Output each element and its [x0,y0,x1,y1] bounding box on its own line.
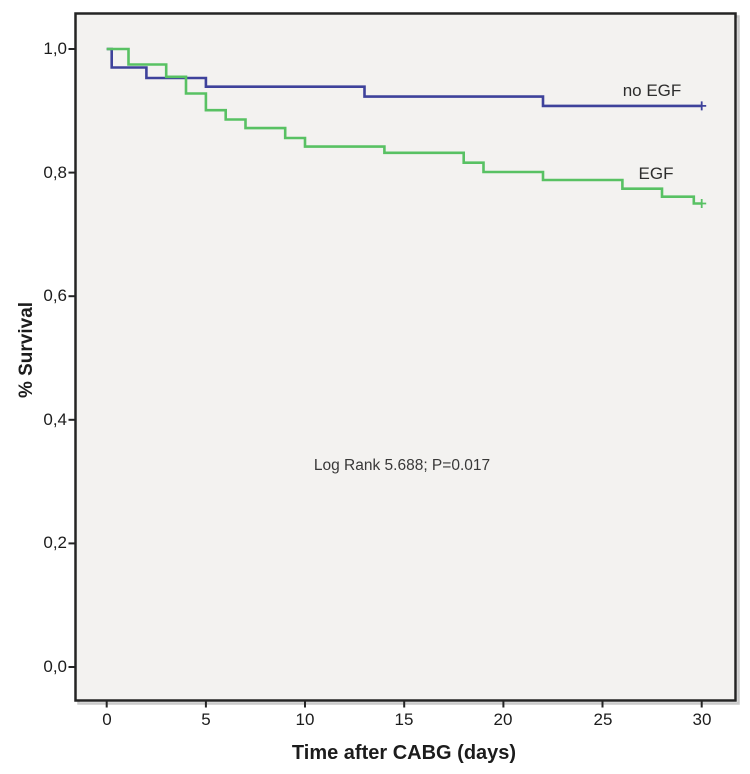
series-label-egf: EGF [638,164,674,183]
x-tick-label-15: 15 [394,710,414,729]
survival-curve-no-egf [106,47,702,108]
plot-frame [74,12,737,702]
y-axis-title: % Survival [16,301,37,399]
x-tick-label-20: 20 [493,710,513,729]
y-tick-label-0.6: 0,6 [43,286,67,305]
survival-curve-egf [106,47,702,205]
x-axis-title: Time after CABG (days) [291,742,517,764]
y-tick-label-0.8: 0,8 [43,163,67,182]
y-tick-label-0.4: 0,4 [43,410,67,429]
y-tick-label-0.2: 0,2 [43,533,67,552]
series-label-no-egf: no EGF [622,81,682,100]
x-tick-label-5: 5 [201,710,211,729]
x-tick-label-30: 30 [692,710,712,729]
x-tick-label-0: 0 [102,710,112,729]
plot-background [75,13,736,701]
x-tick-label-25: 25 [593,710,613,729]
censor-mark-no-egf [697,101,707,111]
censor-mark-egf [697,199,707,208]
log-rank-annotation: Log Rank 5.688; P=0.017 [313,457,491,474]
x-tick-label-10: 10 [295,710,315,729]
y-tick-label-0.0: 0,0 [43,657,67,676]
y-tick-label-1.0: 1,0 [43,39,67,58]
